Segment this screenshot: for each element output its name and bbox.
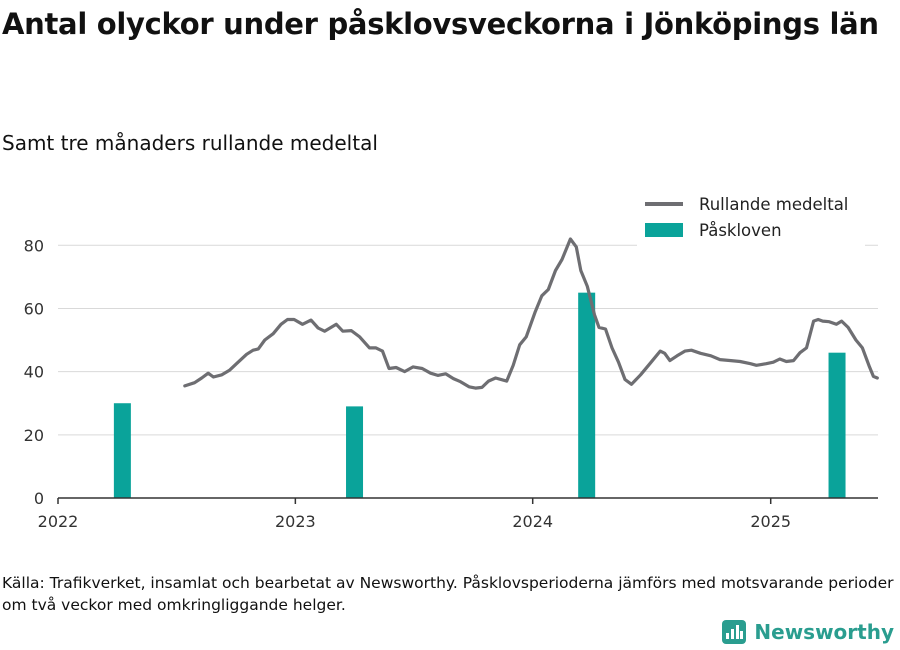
y-tick-label: 20 — [24, 426, 44, 445]
bar — [346, 406, 364, 498]
legend-bar-swatch — [645, 223, 683, 237]
line-series — [183, 237, 879, 390]
chart: 0 20 40 60 80 2022 2023 2024 2025 Rullande mede… — [23, 190, 879, 531]
x-tick-label: 2024 — [512, 512, 553, 531]
chart-title: Antal olyckor under påsklovsveckorna i J… — [2, 7, 879, 41]
x-tick-label: 2023 — [275, 512, 316, 531]
x-tick-label: 2025 — [750, 512, 791, 531]
bar — [578, 292, 596, 498]
brand-logo: Newsworthy — [722, 620, 894, 644]
bar — [828, 352, 846, 498]
legend-background — [637, 190, 865, 248]
x-axis: 2022 2023 2024 2025 — [38, 497, 878, 531]
grid — [58, 244, 878, 436]
y-tick-label: 80 — [24, 236, 44, 255]
legend-label: Rullande medeltal — [699, 195, 848, 214]
bar-series — [113, 292, 846, 498]
legend-label: Påskloven — [699, 221, 782, 240]
x-tick-label: 2022 — [38, 512, 79, 531]
rolling-mean-line — [183, 237, 879, 390]
chart-subtitle: Samt tre månaders rullande medeltal — [2, 131, 378, 155]
source-note: Källa: Trafikverket, insamlat och bearbe… — [2, 574, 894, 614]
legend: Rullande medeltal Påskloven — [637, 190, 865, 248]
newsworthy-logo-icon — [722, 620, 747, 644]
y-axis: 0 20 40 60 80 — [24, 236, 44, 508]
y-tick-label: 60 — [24, 299, 44, 318]
y-tick-label: 0 — [34, 489, 44, 508]
bar — [113, 403, 131, 498]
brand-name: Newsworthy — [754, 620, 894, 644]
y-tick-label: 40 — [24, 363, 44, 382]
